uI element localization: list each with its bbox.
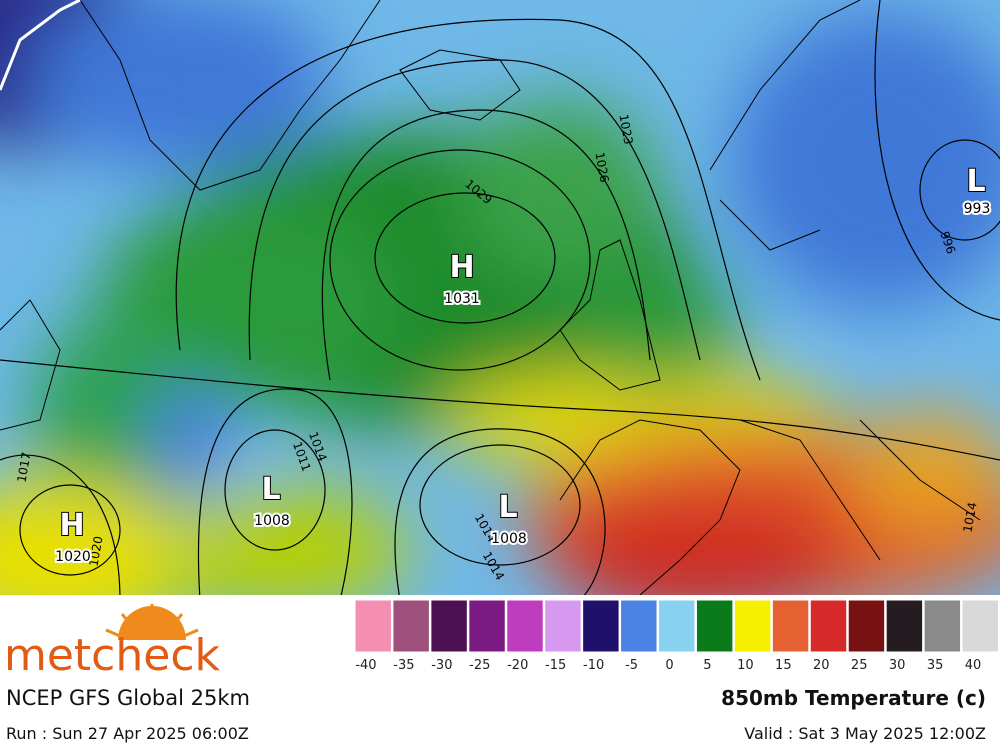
legend-swatch — [392, 599, 430, 653]
logo: metcheck — [4, 604, 221, 681]
legend-label: -25 — [469, 658, 490, 673]
legend-swatch — [468, 599, 506, 653]
pressure-letter: H — [449, 250, 474, 285]
legend-swatch — [695, 599, 734, 653]
pressure-centers: H 1031 L 993 L 1008 L 1008 H 1020 — [53, 163, 992, 567]
legend-label: 40 — [965, 658, 982, 673]
legend-swatch — [923, 599, 962, 653]
pressure-value: 1031 — [444, 291, 480, 307]
legend-label: 30 — [889, 658, 906, 673]
pressure-letter: H — [59, 508, 84, 543]
legend-label: 25 — [851, 658, 868, 673]
pressure-value: 1008 — [491, 531, 527, 547]
legend-label: 10 — [737, 658, 754, 673]
pressure-letter: L — [261, 472, 280, 507]
legend-swatch — [506, 599, 544, 653]
legend-swatch — [430, 599, 468, 653]
legend-label: -40 — [355, 658, 376, 673]
legend-swatch — [658, 599, 696, 653]
legend-swatch — [809, 599, 848, 653]
pressure-value: 993 — [964, 201, 991, 217]
pressure-value: 1008 — [254, 513, 290, 529]
map: 1029 1026 1023 1014 1011 1017 1020 1014 … — [0, 0, 1000, 595]
legend-label: 15 — [775, 658, 792, 673]
legend-label: -20 — [507, 658, 528, 673]
legend-label: -10 — [583, 658, 604, 673]
pressure-value: 1020 — [55, 549, 91, 565]
run-time: Run : Sun 27 Apr 2025 06:00Z — [6, 724, 249, 743]
legend-label: 5 — [703, 658, 711, 673]
legend-label: 0 — [665, 658, 673, 673]
legend: -40 -35 -30 -25 -20 -15 -10 -5 0 5 10 15 20 25 30 35 40 — [354, 599, 1000, 673]
pressure-letter: L — [966, 164, 985, 199]
legend-swatch — [847, 599, 886, 653]
legend-swatch — [544, 599, 582, 653]
legend-label: 20 — [813, 658, 830, 673]
pressure-letter: L — [498, 490, 517, 525]
isobar-label: 1017 — [15, 451, 34, 484]
valid-time: Valid : Sat 3 May 2025 12:00Z — [744, 724, 986, 743]
legend-label: -5 — [625, 658, 638, 673]
legend-label: 35 — [927, 658, 944, 673]
legend-label: -15 — [545, 658, 566, 673]
logo-text: metcheck — [4, 630, 221, 681]
temperature-field — [0, 0, 1000, 595]
legend-label: -30 — [431, 658, 452, 673]
isobars — [0, 0, 1000, 595]
legend-swatch — [620, 599, 658, 653]
isobar-label: 1023 — [616, 113, 635, 146]
coastlines — [0, 0, 981, 595]
model-name: NCEP GFS Global 25km — [6, 686, 250, 710]
isobar-label: 1014 — [961, 501, 980, 534]
legend-label: -35 — [393, 658, 414, 673]
legend-swatch — [354, 599, 392, 653]
product-name: 850mb Temperature (c) — [721, 686, 986, 710]
legend-swatch — [733, 599, 772, 653]
legend-swatch — [961, 599, 1000, 653]
legend-swatch — [885, 599, 924, 653]
legend-swatch — [582, 599, 620, 653]
legend-swatch — [771, 599, 810, 653]
isobar-label: 1026 — [592, 151, 611, 184]
isobar-label: 1020 — [87, 535, 106, 568]
